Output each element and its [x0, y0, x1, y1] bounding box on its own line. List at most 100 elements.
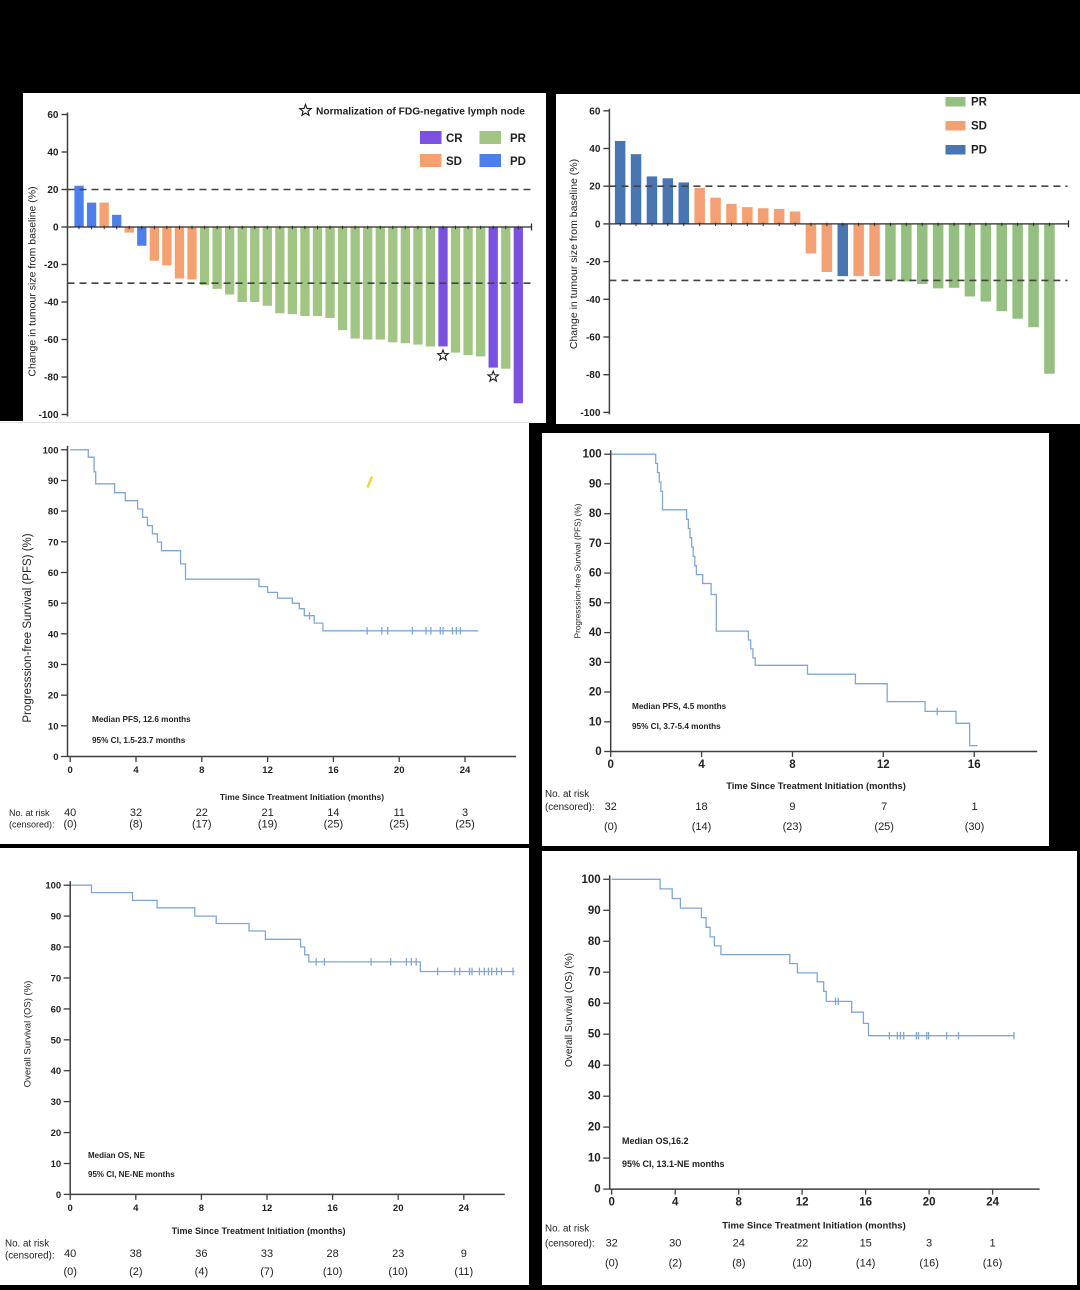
- svg-text:60: 60: [588, 998, 601, 1010]
- svg-text:22: 22: [196, 807, 208, 819]
- svg-text:4: 4: [133, 1203, 139, 1214]
- svg-text:32: 32: [130, 807, 142, 819]
- svg-text:SD: SD: [446, 156, 462, 168]
- svg-text:Progresssion-free Survival (PF: Progresssion-free Survival (PFS) (%): [574, 503, 583, 638]
- svg-text:70: 70: [48, 537, 59, 548]
- svg-text:60: 60: [48, 568, 59, 579]
- svg-text:40: 40: [588, 1060, 601, 1072]
- svg-text:24: 24: [459, 1203, 470, 1214]
- svg-text:(23): (23): [783, 821, 803, 833]
- svg-text:Change in tumour size from bas: Change in tumour size from baseline (%): [568, 159, 580, 349]
- svg-text:40: 40: [589, 627, 602, 639]
- svg-text:(16): (16): [919, 1258, 939, 1270]
- svg-text:(0): (0): [63, 819, 76, 831]
- svg-text:40: 40: [64, 1248, 76, 1260]
- svg-text:0: 0: [53, 752, 58, 763]
- svg-text:20: 20: [393, 1203, 404, 1214]
- svg-text:3: 3: [926, 1238, 932, 1250]
- svg-text:(10): (10): [792, 1258, 812, 1270]
- svg-text:4: 4: [698, 759, 705, 771]
- svg-text:-40: -40: [44, 298, 59, 309]
- svg-text:50: 50: [51, 1035, 62, 1046]
- svg-text:70: 70: [589, 538, 602, 550]
- svg-text:24: 24: [733, 1238, 745, 1250]
- svg-text:40: 40: [51, 1066, 62, 1077]
- svg-text:SD: SD: [971, 121, 987, 133]
- svg-text:(censored):: (censored):: [545, 802, 595, 813]
- svg-text:(0): (0): [63, 1266, 76, 1278]
- svg-text:No. at risk: No. at risk: [545, 789, 589, 800]
- svg-text:22: 22: [796, 1238, 808, 1250]
- svg-text:Median PFS, 4.5 months: Median PFS, 4.5 months: [632, 702, 727, 711]
- svg-text:3: 3: [462, 807, 468, 819]
- svg-text:Time Since Treatment Initiatio: Time Since Treatment Initiation (months): [722, 1221, 906, 1232]
- svg-text:95% CI, 13.1-NE months: 95% CI, 13.1-NE months: [622, 1159, 725, 1169]
- svg-text:60: 60: [51, 1004, 62, 1015]
- svg-text:20: 20: [51, 1128, 62, 1139]
- svg-text:20: 20: [923, 1197, 936, 1209]
- svg-text:80: 80: [588, 936, 601, 948]
- svg-text:32: 32: [606, 1238, 618, 1250]
- svg-text:20: 20: [394, 765, 405, 776]
- svg-text:0: 0: [595, 219, 601, 230]
- svg-text:40: 40: [47, 148, 59, 159]
- svg-text:(30): (30): [965, 821, 985, 833]
- svg-text:36: 36: [195, 1248, 207, 1260]
- svg-text:90: 90: [51, 912, 62, 923]
- svg-text:40: 40: [64, 807, 76, 819]
- svg-text:(25): (25): [389, 819, 409, 831]
- svg-text:33: 33: [261, 1248, 273, 1260]
- svg-text:-80: -80: [44, 373, 59, 384]
- svg-text:1: 1: [989, 1238, 995, 1250]
- svg-text:(25): (25): [455, 819, 475, 831]
- svg-text:Normalization of FDG-negative: Normalization of FDG-negative lymph node: [316, 107, 525, 118]
- svg-text:(0): (0): [604, 821, 617, 833]
- svg-text:4: 4: [133, 765, 139, 776]
- svg-text:16: 16: [859, 1197, 872, 1209]
- svg-text:Change in tumour size from bas: Change in tumour size from baseline (%): [27, 186, 39, 376]
- svg-text:100: 100: [45, 881, 61, 892]
- svg-text:12: 12: [262, 1203, 273, 1214]
- svg-text:1: 1: [971, 801, 977, 813]
- svg-text:20: 20: [47, 185, 59, 196]
- svg-text:23: 23: [392, 1248, 404, 1260]
- svg-text:(17): (17): [192, 819, 212, 831]
- svg-text:50: 50: [589, 597, 602, 609]
- svg-text:0: 0: [608, 1197, 614, 1209]
- svg-text:95% CI, 1.5-23.7 months: 95% CI, 1.5-23.7 months: [92, 736, 186, 745]
- svg-text:Median OS, NE: Median OS, NE: [88, 1151, 146, 1160]
- svg-text:Time Since Treatment Initiatio: Time Since Treatment Initiation (months): [172, 1226, 346, 1236]
- svg-text:0: 0: [56, 1190, 61, 1201]
- svg-text:60: 60: [589, 106, 601, 117]
- svg-text:10: 10: [51, 1159, 62, 1170]
- svg-text:60: 60: [47, 110, 59, 121]
- svg-text:(2): (2): [669, 1258, 682, 1270]
- svg-text:16: 16: [328, 765, 339, 776]
- svg-text:11: 11: [393, 807, 404, 819]
- svg-text:-40: -40: [586, 295, 601, 306]
- svg-text:24: 24: [460, 765, 471, 776]
- svg-text:8: 8: [735, 1197, 742, 1209]
- svg-text:0: 0: [594, 1184, 600, 1196]
- svg-text:90: 90: [589, 478, 602, 490]
- svg-text:12: 12: [877, 759, 890, 771]
- svg-text:-100: -100: [580, 408, 600, 419]
- svg-text:0: 0: [595, 746, 601, 758]
- svg-text:24: 24: [986, 1197, 999, 1209]
- svg-text:20: 20: [48, 691, 59, 702]
- svg-text:15: 15: [860, 1238, 872, 1250]
- svg-text:40: 40: [48, 629, 59, 640]
- svg-text:(19): (19): [258, 819, 278, 831]
- svg-text:10: 10: [48, 721, 59, 732]
- svg-text:30: 30: [588, 1091, 601, 1103]
- svg-text:40: 40: [589, 144, 601, 155]
- svg-text:Progresssion-free Survival (PF: Progresssion-free Survival (PFS) (%): [22, 533, 34, 722]
- svg-text:30: 30: [669, 1238, 681, 1250]
- svg-text:30: 30: [589, 657, 602, 669]
- svg-text:(14): (14): [856, 1258, 876, 1270]
- svg-text:4: 4: [672, 1197, 679, 1209]
- svg-text:No. at risk: No. at risk: [5, 1239, 49, 1250]
- svg-text:100: 100: [583, 449, 602, 461]
- svg-text:-20: -20: [586, 257, 601, 268]
- svg-text:(25): (25): [874, 821, 894, 833]
